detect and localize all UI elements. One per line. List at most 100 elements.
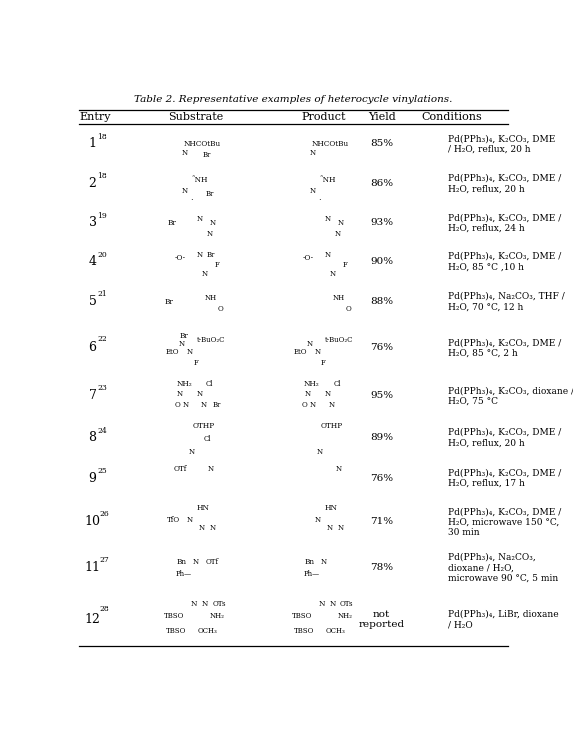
- Text: Cl: Cl: [333, 381, 341, 388]
- Text: 76%: 76%: [370, 344, 393, 353]
- Text: NHCOtBu: NHCOtBu: [311, 140, 348, 148]
- Text: OTHP: OTHP: [193, 422, 214, 430]
- Text: N: N: [327, 524, 333, 532]
- Text: 10: 10: [85, 515, 100, 528]
- Text: N: N: [197, 215, 203, 223]
- Text: HN: HN: [197, 504, 210, 512]
- Text: N: N: [316, 448, 323, 455]
- Text: Pd(PPh₃)₄, LiBr, dioxane
/ H₂O: Pd(PPh₃)₄, LiBr, dioxane / H₂O: [448, 610, 558, 630]
- Text: Pd(PPh₃)₄, K₂CO₃, DME /
H₂O, reflux, 20 h: Pd(PPh₃)₄, K₂CO₃, DME / H₂O, reflux, 20 …: [448, 428, 561, 447]
- Text: Conditions: Conditions: [421, 112, 482, 122]
- Text: NH₂: NH₂: [176, 381, 192, 388]
- Text: N: N: [337, 219, 344, 227]
- Text: 1: 1: [89, 137, 96, 150]
- Text: t-BuO₂C: t-BuO₂C: [325, 336, 353, 344]
- Text: Br: Br: [179, 333, 189, 341]
- Text: Ph—: Ph—: [176, 570, 192, 578]
- Text: ˜NH: ˜NH: [319, 176, 336, 184]
- Text: 18: 18: [97, 133, 107, 140]
- Text: OTs: OTs: [212, 600, 226, 608]
- Text: 27: 27: [100, 556, 109, 564]
- Text: N: N: [314, 517, 320, 525]
- Text: Pd(PPh₃)₄, K₂CO₃, DME /
H₂O, 85 °C, 2 h: Pd(PPh₃)₄, K₂CO₃, DME / H₂O, 85 °C, 2 h: [448, 338, 561, 358]
- Text: N: N: [309, 187, 316, 195]
- Text: O: O: [218, 305, 223, 313]
- Text: TBSO: TBSO: [164, 612, 184, 620]
- Text: 5: 5: [89, 295, 96, 308]
- Text: 22: 22: [97, 335, 107, 343]
- Text: 23: 23: [97, 384, 108, 392]
- Text: NH₂: NH₂: [337, 612, 352, 620]
- Text: t-BuO₂C: t-BuO₂C: [197, 336, 225, 344]
- Text: N: N: [336, 465, 342, 473]
- Text: N: N: [197, 390, 203, 398]
- Text: OCH₃: OCH₃: [325, 627, 345, 636]
- Text: 88%: 88%: [370, 297, 393, 306]
- Text: 25: 25: [97, 467, 107, 474]
- Text: 86%: 86%: [370, 179, 393, 188]
- Text: N  N: N N: [319, 600, 336, 608]
- Text: F: F: [343, 262, 348, 270]
- Text: Pd(PPh₃)₄, K₂CO₃, DME /
H₂O, reflux, 24 h: Pd(PPh₃)₄, K₂CO₃, DME / H₂O, reflux, 24 …: [448, 214, 561, 233]
- Text: NH: NH: [333, 294, 345, 302]
- Text: NH₂: NH₂: [210, 612, 225, 620]
- Text: 89%: 89%: [370, 433, 393, 442]
- Text: N: N: [182, 149, 188, 157]
- Text: N: N: [307, 340, 313, 348]
- Text: 4: 4: [89, 255, 96, 268]
- Text: Pd(PPh₃)₄, K₂CO₃, dioxane /
H₂O, 75 °C: Pd(PPh₃)₄, K₂CO₃, dioxane / H₂O, 75 °C: [448, 386, 573, 406]
- Text: 76%: 76%: [370, 474, 393, 483]
- Text: 8: 8: [89, 431, 96, 444]
- Text: 3: 3: [89, 217, 96, 229]
- Text: N: N: [329, 270, 336, 278]
- Text: Pd(PPh₃)₄, K₂CO₃, DME /
H₂O, reflux, 17 h: Pd(PPh₃)₄, K₂CO₃, DME / H₂O, reflux, 17 …: [448, 469, 561, 488]
- Text: N: N: [328, 401, 334, 409]
- Text: Table 2. Representative examples of heterocycle vinylations.: Table 2. Representative examples of hete…: [135, 95, 453, 104]
- Text: 19: 19: [97, 212, 107, 220]
- Text: not
reported: not reported: [359, 610, 405, 630]
- Text: N: N: [193, 558, 199, 566]
- Text: HN: HN: [325, 504, 337, 512]
- Text: N: N: [208, 465, 214, 473]
- Text: 9: 9: [89, 471, 96, 485]
- Text: Product: Product: [301, 112, 346, 122]
- Text: N: N: [201, 401, 206, 409]
- Text: N: N: [320, 558, 327, 566]
- Text: 95%: 95%: [370, 391, 393, 401]
- Text: N: N: [324, 215, 331, 223]
- Text: 21: 21: [97, 290, 107, 299]
- Text: N: N: [206, 230, 213, 238]
- Text: 26: 26: [100, 510, 109, 517]
- Text: F: F: [193, 359, 198, 367]
- Text: Br: Br: [164, 298, 173, 306]
- Text: -O-: -O-: [303, 253, 313, 262]
- Text: EtO: EtO: [293, 348, 307, 356]
- Text: N  N: N N: [191, 600, 208, 608]
- Text: Pd(PPh₃)₄, K₂CO₃, DME /
H₂O, microwave 150 °C,
30 min: Pd(PPh₃)₄, K₂CO₃, DME / H₂O, microwave 1…: [448, 507, 561, 537]
- Text: TBSO: TBSO: [292, 612, 312, 620]
- Text: Pd(PPh₃)₄, K₂CO₃, DME
/ H₂O, reflux, 20 h: Pd(PPh₃)₄, K₂CO₃, DME / H₂O, reflux, 20 …: [448, 134, 555, 154]
- Text: TBSO: TBSO: [294, 627, 315, 636]
- Text: Br: Br: [207, 251, 215, 259]
- Text: F: F: [321, 359, 326, 367]
- Text: OTHP: OTHP: [320, 422, 342, 430]
- Text: Cl: Cl: [206, 381, 213, 388]
- Text: Yield: Yield: [368, 112, 395, 122]
- Text: N: N: [179, 340, 185, 348]
- Text: NH₂: NH₂: [304, 381, 320, 388]
- Text: N: N: [314, 348, 320, 356]
- Text: OTf: OTf: [174, 465, 187, 473]
- Text: Entry: Entry: [79, 112, 111, 122]
- Text: N: N: [305, 390, 311, 398]
- Text: 28: 28: [100, 605, 109, 613]
- Text: N: N: [177, 390, 183, 398]
- Text: Bn: Bn: [176, 558, 187, 566]
- Text: ·: ·: [319, 197, 321, 205]
- Text: O: O: [346, 305, 351, 313]
- Text: NH: NH: [205, 294, 217, 302]
- Text: 24: 24: [97, 426, 107, 435]
- Text: N: N: [186, 348, 193, 356]
- Text: N: N: [335, 230, 340, 238]
- Text: N: N: [324, 390, 331, 398]
- Text: OCH₃: OCH₃: [197, 627, 217, 636]
